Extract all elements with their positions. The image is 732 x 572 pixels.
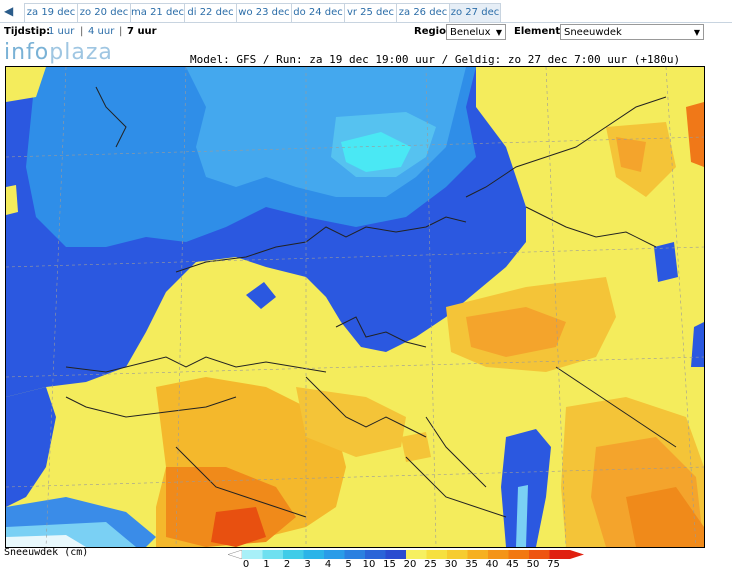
legend-tick-label: 10 [362,559,376,570]
day-tab[interactable]: zo 20 dec [77,3,131,22]
day-tab[interactable]: za 19 dec [24,3,78,22]
legend-tick-label: 15 [383,559,396,570]
legend-tick-label: 25 [424,559,437,570]
regio-label: Regio: [414,26,450,37]
legend-swatch [242,550,263,559]
element-select[interactable]: Sneeuwdek ▼ [560,24,704,40]
day-tabs: ◀ za 19 dec zo 20 dec ma 21 dec di 22 dec wo… [0,0,732,23]
day-tab[interactable]: vr 25 dec [344,3,397,22]
legend-swatch [262,550,283,559]
separator: | [119,26,123,37]
legend-swatch [488,550,509,559]
legend-arrow-high [570,550,584,559]
regio-select[interactable]: Benelux ▼ [446,24,506,40]
infoplaza-logo: infoplaza [4,40,113,65]
day-tab[interactable]: do 24 dec [291,3,345,22]
snow-depth-map [5,66,705,548]
legend-swatch [283,550,304,559]
legend-tick-label: 35 [465,559,478,570]
tijdstip-label: Tijdstip: [4,26,51,37]
legend-swatch [324,550,345,559]
model-info: Model: GFS / Run: za 19 dec 19:00 uur / … [190,53,681,66]
chevron-down-icon: ▼ [495,28,502,37]
legend-swatch [447,550,468,559]
tijdstip-option-2[interactable]: 4 uur [88,26,115,37]
legend-tick-label: 4 [324,559,332,570]
legend-swatch [426,550,447,559]
day-tab[interactable]: ma 21 dec [130,3,185,22]
legend-tick-label: 2 [283,559,291,570]
regio-value: Benelux [450,27,491,38]
legend-tick-label: 75 [547,559,560,570]
element-label: Element: [514,26,565,37]
legend-tick-label: 20 [403,559,417,570]
legend-swatch [549,550,570,559]
tijdstip-option-1[interactable]: 1 uur [48,26,75,37]
legend-tick-label: 30 [444,559,458,570]
chevron-down-icon: ▼ [693,28,700,37]
legend-title: Sneeuwdek (cm) [4,547,89,558]
day-tab[interactable]: wo 23 dec [236,3,292,22]
legend-tick-label: 5 [345,559,352,570]
legend-color-bar [228,550,584,559]
day-tab[interactable]: zo 27 dec [449,3,501,22]
legend-swatch [344,550,365,559]
map-canvas [6,67,704,547]
legend-tick-label: 40 [485,559,499,570]
legend-tick-label: 1 [263,559,270,570]
legend-swatch [508,550,529,559]
legend-tick-label: 45 [506,559,519,570]
legend-tick-label: 3 [304,559,311,570]
legend-swatch [529,550,550,559]
previous-arrow-icon[interactable]: ◀ [4,4,14,18]
legend-swatch [365,550,386,559]
legend-swatch [467,550,488,559]
legend-swatch [385,550,406,559]
legend-swatch [303,550,324,559]
controls-bar: Tijdstip: 1 uur | 4 uur | 7 uur Regio: B… [0,23,732,43]
separator: | [80,26,84,37]
day-tab[interactable]: za 26 dec [396,3,450,22]
legend-arrow-low [228,550,243,559]
legend-tick-label: 0 [242,559,250,570]
legend-swatch [406,550,427,559]
day-tab[interactable]: di 22 dec [184,3,237,22]
element-value: Sneeuwdek [564,27,622,38]
legend-tick-label: 50 [526,559,540,570]
tijdstip-option-3[interactable]: 7 uur [127,26,157,37]
legend-ticks: 0 1 2 3 4 5 10 15 20 25 30 35 40 45 50 75 [228,559,588,571]
